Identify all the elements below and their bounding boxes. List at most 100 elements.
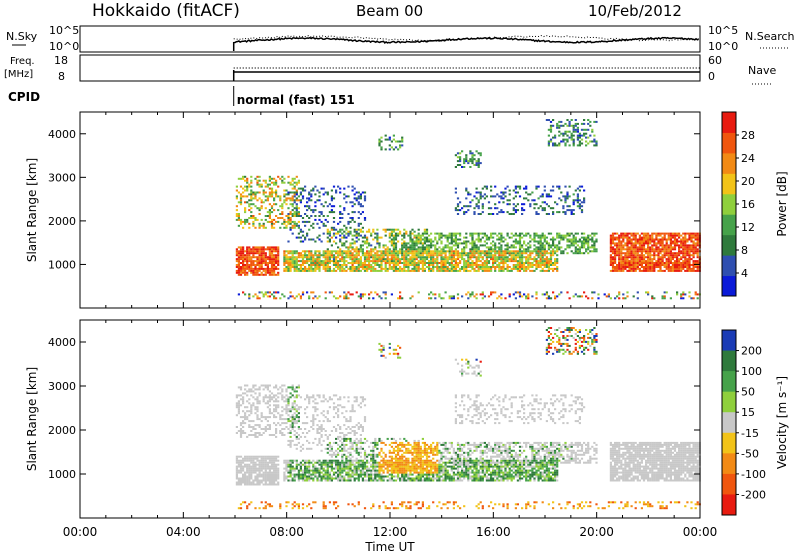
heatmap-cell bbox=[519, 250, 521, 252]
heatmap-cell bbox=[420, 248, 422, 250]
heatmap-cell bbox=[593, 246, 595, 248]
heatmap-cell bbox=[407, 248, 409, 250]
heatmap-cell bbox=[273, 394, 275, 396]
heatmap-cell bbox=[624, 242, 626, 244]
heatmap-cell bbox=[670, 256, 672, 258]
heatmap-cell bbox=[236, 404, 238, 406]
heatmap-cell bbox=[318, 254, 320, 256]
heatmap-cell bbox=[531, 199, 533, 201]
heatmap-cell bbox=[267, 266, 269, 268]
heatmap-cell bbox=[403, 270, 405, 272]
heatmap-cell bbox=[432, 241, 434, 243]
heatmap-cell bbox=[457, 203, 459, 205]
heatmap-cell bbox=[523, 241, 525, 243]
heatmap-cell bbox=[269, 252, 271, 254]
heatmap-cell bbox=[655, 248, 657, 250]
heatmap-cell bbox=[670, 244, 672, 246]
heatmap-cell bbox=[364, 293, 366, 295]
heatmap-cell bbox=[294, 207, 296, 209]
heatmap-cell bbox=[242, 178, 244, 180]
heatmap-cell bbox=[492, 233, 494, 235]
heatmap-cell bbox=[542, 260, 544, 262]
heatmap-cell bbox=[411, 270, 413, 272]
heatmap-cell bbox=[256, 176, 258, 178]
heatmap-cell bbox=[403, 258, 405, 260]
heatmap-cell bbox=[635, 244, 637, 246]
heatmap-cell bbox=[267, 186, 269, 188]
heatmap-cell bbox=[310, 250, 312, 252]
heatmap-cell bbox=[513, 207, 515, 209]
heatmap-cell bbox=[519, 258, 521, 260]
heatmap-cell bbox=[523, 203, 525, 205]
heatmap-cell bbox=[562, 133, 564, 135]
heatmap-cell bbox=[252, 462, 254, 464]
heatmap-cell bbox=[562, 235, 564, 237]
heatmap-cell bbox=[393, 239, 395, 241]
heatmap-cell bbox=[465, 254, 467, 256]
heatmap-cell bbox=[254, 398, 256, 400]
heatmap-cell bbox=[554, 260, 556, 262]
heatmap-cell bbox=[676, 233, 678, 235]
heatmap-cell bbox=[473, 213, 475, 215]
heatmap-cell bbox=[401, 258, 403, 260]
heatmap-cell bbox=[583, 246, 585, 248]
heatmap-cell bbox=[352, 205, 354, 207]
heatmap-cell bbox=[395, 258, 397, 260]
heatmap-cell bbox=[240, 464, 242, 466]
heatmap-cell bbox=[447, 258, 449, 260]
heatmap-cell bbox=[273, 456, 275, 458]
heatmap-cell bbox=[250, 460, 252, 462]
heatmap-cell bbox=[548, 213, 550, 215]
heatmap-cell bbox=[587, 235, 589, 237]
heatmap-cell bbox=[296, 176, 298, 178]
heatmap-cell bbox=[449, 256, 451, 258]
heatmap-cell bbox=[401, 270, 403, 272]
heatmap-cell bbox=[533, 199, 535, 201]
heatmap-cell bbox=[573, 241, 575, 243]
heatmap-cell bbox=[248, 264, 250, 266]
heatmap-cell bbox=[250, 434, 252, 436]
heatmap-cell bbox=[449, 268, 451, 270]
heatmap-cell bbox=[261, 416, 263, 418]
heatmap-cell bbox=[469, 266, 471, 268]
heatmap-cell bbox=[275, 476, 277, 478]
heatmap-cell bbox=[308, 199, 310, 201]
heatmap-cell bbox=[507, 211, 509, 213]
heatmap-cell bbox=[267, 416, 269, 418]
heatmap-cell bbox=[635, 264, 637, 266]
heatmap-cell bbox=[401, 256, 403, 258]
heatmap-cell bbox=[690, 250, 692, 252]
heatmap-cell bbox=[372, 258, 374, 260]
heatmap-cell bbox=[271, 478, 273, 480]
heatmap-cell bbox=[250, 217, 252, 219]
heatmap-cell bbox=[525, 270, 527, 272]
heatmap-cell bbox=[281, 414, 283, 416]
heatmap-cell bbox=[697, 260, 699, 262]
heatmap-cell bbox=[378, 260, 380, 262]
heatmap-cell bbox=[370, 270, 372, 272]
heatmap-cell bbox=[261, 250, 263, 252]
heatmap-cell bbox=[261, 476, 263, 478]
heatmap-cell bbox=[385, 270, 387, 272]
heatmap-cell bbox=[248, 472, 250, 474]
heatmap-cell bbox=[240, 432, 242, 434]
heatmap-cell bbox=[393, 268, 395, 270]
heatmap-cell bbox=[368, 250, 370, 252]
heatmap-cell bbox=[649, 258, 651, 260]
heatmap-cell bbox=[674, 233, 676, 235]
heatmap-cell bbox=[521, 209, 523, 211]
heatmap-cell bbox=[680, 270, 682, 272]
heatmap-cell bbox=[263, 254, 265, 256]
heatmap-cell bbox=[246, 385, 248, 387]
heatmap-cell bbox=[695, 246, 697, 248]
heatmap-cell bbox=[389, 262, 391, 264]
heatmap-cell bbox=[535, 291, 537, 293]
heatmap-cell bbox=[633, 264, 635, 266]
heatmap-cell bbox=[374, 270, 376, 272]
heatmap-cell bbox=[643, 239, 645, 241]
heatmap-cell bbox=[345, 233, 347, 235]
heatmap-cell bbox=[473, 295, 475, 297]
heatmap-cell bbox=[285, 190, 287, 192]
heatmap-cell bbox=[523, 270, 525, 272]
heatmap-cell bbox=[562, 205, 564, 207]
